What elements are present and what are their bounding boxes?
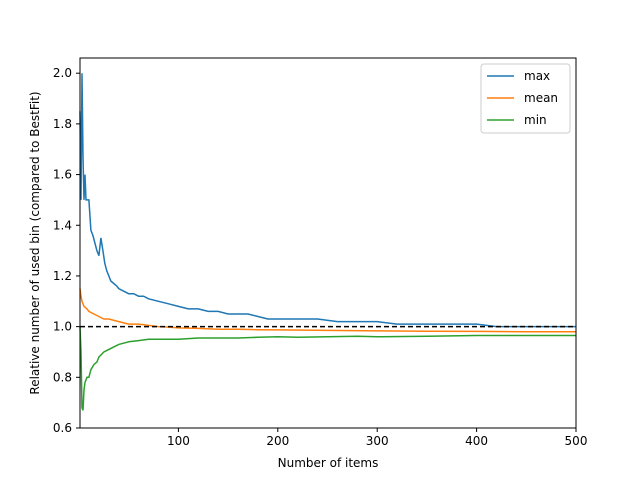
legend-label-min: min <box>524 113 547 127</box>
y-axis-label: Relative number of used bin (compared to… <box>28 91 42 394</box>
y-tick-label-6: 1.8 <box>53 117 72 131</box>
x-tick-label-3: 400 <box>465 434 488 448</box>
x-axis: 100 200 300 400 500 <box>167 428 588 448</box>
x-tick-label-1: 200 <box>266 434 289 448</box>
y-tick-label-7: 2.0 <box>53 66 72 80</box>
series-line-max <box>79 73 576 328</box>
series-line-mean <box>79 288 576 333</box>
x-tick-label-4: 500 <box>565 434 588 448</box>
y-tick-label-1: 0.8 <box>53 370 72 384</box>
y-tick-label-5: 1.6 <box>53 168 72 182</box>
legend-label-mean: mean <box>524 91 558 105</box>
x-tick-label-0: 100 <box>167 434 190 448</box>
x-axis-label: Number of items <box>278 456 379 470</box>
y-tick-label-4: 1.4 <box>53 218 72 232</box>
legend-label-max: max <box>524 69 550 83</box>
y-tick-label-3: 1.2 <box>53 269 72 283</box>
legend-box <box>480 63 571 134</box>
y-tick-label-0: 0.6 <box>53 421 72 435</box>
y-axis: 0.6 0.8 1.0 1.2 1.4 1.6 1.8 2.0 <box>53 66 80 435</box>
x-tick-label-2: 300 <box>366 434 389 448</box>
plot-frame <box>79 57 577 429</box>
y-tick-label-2: 1.0 <box>53 320 72 334</box>
series-line-min <box>79 326 576 411</box>
legend: max mean min <box>480 63 571 134</box>
